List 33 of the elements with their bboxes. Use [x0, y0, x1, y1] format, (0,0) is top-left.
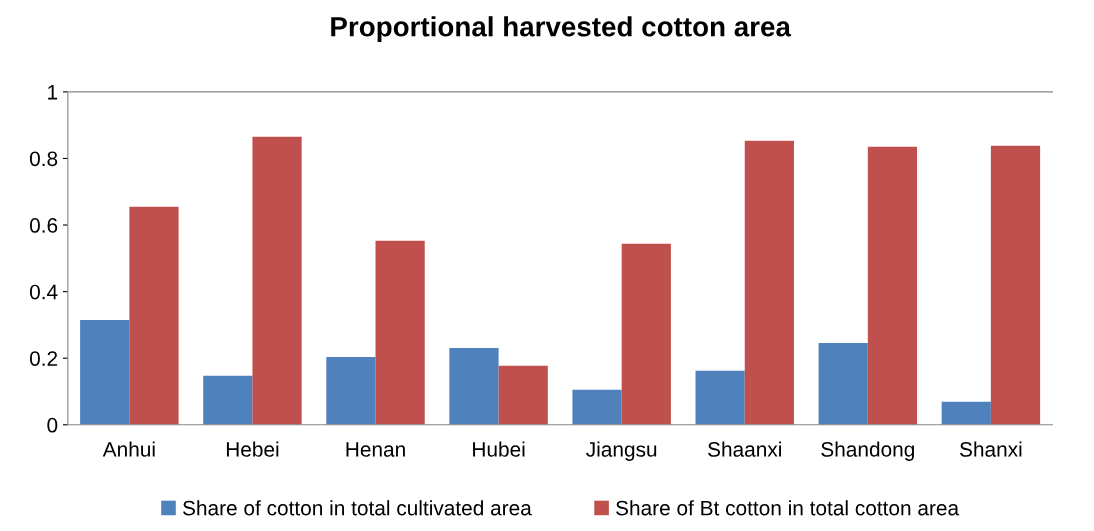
- y-tick-label: 0.4: [29, 284, 58, 300]
- y-tick-label: 0.2: [29, 351, 58, 366]
- bar: [744, 140, 794, 425]
- y-tick-label: 0.8: [29, 151, 58, 167]
- legend-label: Share of Bt cotton in total cotton area: [616, 500, 960, 516]
- x-tick-label: Shanxi: [959, 441, 1022, 457]
- y-tick-label: 1: [48, 85, 58, 100]
- x-tick-label: Henan: [346, 442, 405, 457]
- bar: [326, 356, 376, 425]
- chart-title: Proportional harvested cotton area: [331, 16, 792, 43]
- bar: [80, 319, 130, 425]
- bar: [867, 146, 918, 425]
- x-tick-label: Shaanxi: [708, 441, 781, 457]
- y-tick-label: 0.6: [29, 218, 58, 233]
- x-tick-label: Jiangsu: [586, 441, 657, 461]
- x-tick-label: Shandong: [821, 441, 914, 461]
- legend-label: Share of cotton in total cultivated area: [182, 500, 532, 516]
- bar: [203, 375, 253, 425]
- bar: [252, 136, 302, 425]
- bar: [498, 365, 548, 425]
- bar: [990, 145, 1041, 425]
- bar: [449, 347, 499, 425]
- x-tick-label: Hebei: [226, 441, 279, 457]
- bar: [375, 240, 425, 425]
- x-tick-label: Anhui: [102, 441, 155, 457]
- x-tick-label: Hubei: [473, 441, 525, 457]
- bar: [572, 389, 622, 425]
- y-tick-label: 0: [47, 417, 58, 433]
- bar: [695, 370, 745, 425]
- bar: [129, 206, 179, 425]
- bar: [941, 401, 991, 425]
- bar: [621, 243, 671, 425]
- bar: [818, 342, 868, 425]
